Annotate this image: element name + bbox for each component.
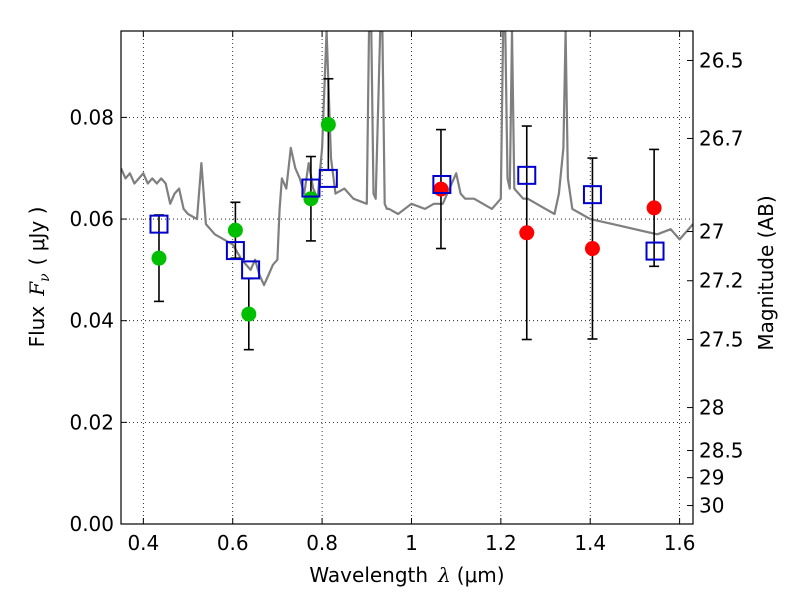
data-point (227, 222, 243, 238)
spectrum-line (121, 31, 693, 287)
model-point (241, 260, 261, 280)
x-tick-label: 1 (405, 531, 418, 555)
mag-tick-label: 26.7 (699, 126, 744, 150)
data-point (584, 241, 600, 257)
x-tick-label: 1.2 (485, 531, 517, 555)
y-tick-label: 0.04 (69, 309, 114, 333)
data-point (646, 200, 662, 216)
data-point (303, 191, 319, 207)
model-point (517, 165, 537, 185)
mag-tick-label: 28 (699, 396, 724, 420)
data-point (151, 250, 167, 266)
x-tick-label: 1.6 (664, 531, 696, 555)
tick-labels: 0.4 0.6 0.8 1 1.2 1.4 1.6 0.00 0.02 0.04 0.06 0.08 2… (69, 48, 743, 555)
axis-ticks (121, 31, 693, 525)
model-point (301, 178, 321, 198)
y-tick-label: 0.02 (69, 410, 114, 434)
y-axis-label: FluxFν( μJy ) (25, 207, 53, 348)
spectrum-layer (121, 31, 693, 287)
model-point (149, 214, 169, 234)
mag-tick-label: 26.5 (699, 48, 744, 72)
mag-tick-label: 28.5 (699, 439, 744, 463)
y2-axis-label: Magnitude (AB) (754, 195, 778, 350)
model-point (645, 241, 665, 261)
x-tick-label: 0.6 (217, 531, 249, 555)
points-layer (149, 77, 665, 351)
x-tick-label: 0.8 (306, 531, 338, 555)
x-axis-label: Wavelength λ (μm) (309, 563, 504, 587)
y-tick-label: 0.00 (69, 512, 114, 536)
data-point (320, 117, 336, 133)
y-tick-label: 0.06 (69, 207, 114, 231)
x-tick-label: 1.4 (574, 531, 606, 555)
model-point (582, 185, 602, 205)
mag-tick-label: 27 (699, 220, 724, 244)
data-point (433, 181, 449, 197)
plot-frame (120, 30, 694, 525)
mag-tick-label: 30 (699, 494, 724, 518)
plot-background (121, 31, 693, 524)
model-point (432, 174, 452, 194)
data-point (519, 225, 535, 241)
x-tick-label: 0.4 (127, 531, 159, 555)
y-tick-label: 0.08 (69, 105, 114, 129)
data-point (241, 306, 257, 322)
mag-tick-label: 29 (699, 466, 724, 490)
model-point (225, 241, 245, 261)
model-point (318, 168, 338, 188)
mag-tick-label: 27.5 (699, 327, 744, 351)
mag-tick-label: 27.2 (699, 269, 744, 293)
